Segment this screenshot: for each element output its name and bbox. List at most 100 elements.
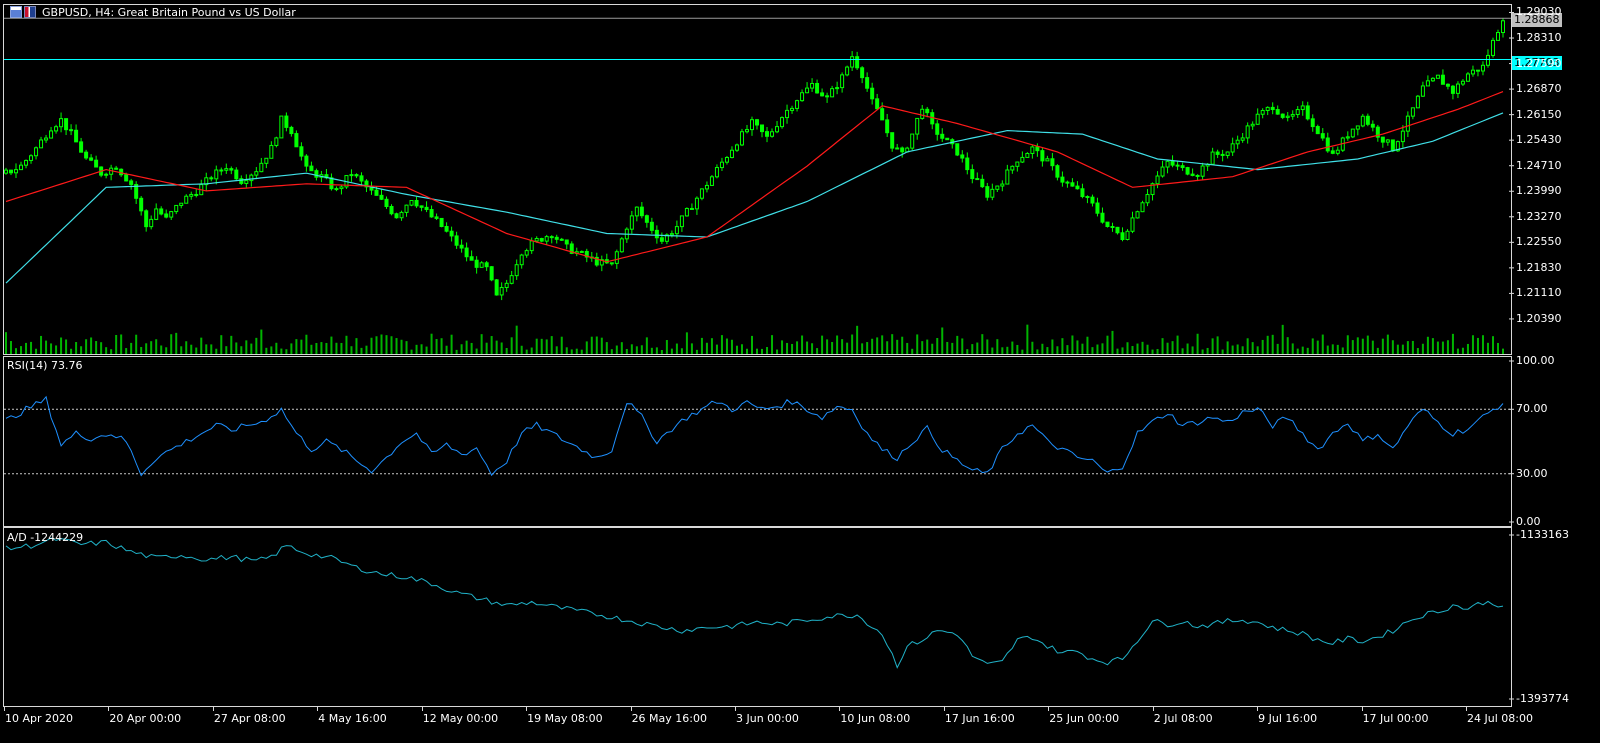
candle-body: [54, 126, 59, 132]
candle-body: [569, 243, 574, 254]
candle-body: [1230, 143, 1235, 153]
candle-body: [554, 236, 559, 240]
candle-body: [1090, 196, 1095, 204]
candle-body: [805, 87, 810, 94]
candle-body: [1220, 153, 1225, 156]
candle-body: [714, 167, 719, 178]
candle-body: [1365, 115, 1370, 125]
candle-body: [314, 170, 319, 178]
candle-body: [1420, 85, 1425, 97]
candle-body: [184, 195, 189, 204]
candle-body: [1030, 146, 1035, 154]
candle-body: [1020, 156, 1025, 163]
candle-body: [960, 154, 965, 159]
candle-body: [154, 208, 159, 220]
candle-body: [825, 95, 830, 98]
candle-body: [935, 123, 940, 135]
candle-body: [1320, 133, 1325, 139]
candle-body: [1260, 109, 1265, 115]
candle-body: [1185, 167, 1190, 175]
time-tick-label: 2 Jul 08:00: [1153, 712, 1213, 725]
price-tick-label: 1.28310: [1516, 31, 1562, 45]
time-tick-mark: [735, 707, 736, 711]
time-tick-mark: [212, 707, 214, 711]
ad-pane[interactable]: A/D -1244229 -1133163 -1393774: [0, 527, 1600, 707]
candle-body: [94, 159, 99, 168]
chart-title: GBPUSD, H4: Great Britain Pound vs US Do…: [42, 5, 296, 19]
candle-body: [124, 174, 129, 182]
rsi-chart-svg[interactable]: [0, 356, 1600, 527]
candle-body: [900, 147, 905, 153]
price-chart-svg[interactable]: [0, 0, 1600, 356]
price-tick-label: 1.24710: [1516, 158, 1562, 172]
candle-body: [474, 259, 479, 268]
candle-body: [614, 251, 619, 264]
candle-body: [594, 256, 599, 266]
candle-body: [484, 262, 489, 268]
candle-body: [1175, 164, 1180, 167]
candle-body: [965, 157, 970, 171]
candle-body: [279, 115, 284, 139]
candle-body: [1375, 126, 1380, 138]
candle-body: [1330, 150, 1335, 154]
candle-body: [244, 180, 249, 184]
candle-body: [364, 180, 369, 188]
candle-body: [1115, 226, 1120, 234]
candle-body: [1165, 160, 1170, 168]
candle-body: [1460, 80, 1465, 85]
candle-body: [1385, 139, 1390, 143]
candle-body: [1265, 106, 1270, 111]
candle-body: [44, 137, 49, 141]
candle-body: [49, 130, 54, 139]
price-tick-label: 1.25430: [1516, 133, 1562, 147]
price-tick-label: 1.23990: [1516, 184, 1562, 198]
price-tick-label: 1.21830: [1516, 260, 1562, 274]
time-tick-label: 12 May 00:00: [422, 712, 499, 725]
candle-body: [1110, 226, 1115, 229]
rsi-pane[interactable]: RSI(14) 73.76 100.00 70.00 30.00 0.00: [0, 354, 1600, 528]
candle-body: [639, 206, 644, 217]
ad-chart-svg[interactable]: [0, 527, 1600, 707]
candle-body: [1455, 83, 1460, 94]
price-pane[interactable]: GBPUSD, H4: Great Britain Pound vs US Do…: [0, 0, 1600, 356]
candle-body: [224, 168, 229, 171]
time-axis-pane: 10 Apr 2020 20 Apr 00:00 27 Apr 08:00 4 May…: [0, 707, 1600, 743]
candle-body: [409, 200, 414, 206]
price-tick-label: 1.21110: [1516, 286, 1562, 300]
chart-title-bar: GBPUSD, H4: Great Britain Pound vs US Do…: [10, 4, 296, 20]
candle-body: [464, 247, 469, 258]
candle-body: [264, 157, 269, 164]
ma-fast-line: [5, 91, 1504, 263]
candle-body: [659, 237, 664, 242]
candle-body: [1005, 169, 1010, 185]
candle-body: [995, 185, 1000, 190]
candle-body: [219, 169, 224, 172]
candle-body: [1370, 123, 1375, 128]
candle-body: [564, 239, 569, 245]
candle-body: [599, 259, 604, 266]
candle-body: [234, 169, 239, 180]
time-tick-mark: [1361, 707, 1363, 711]
candle-body: [349, 174, 354, 177]
candle-body: [654, 229, 659, 239]
candle-body: [975, 178, 980, 181]
candle-body: [699, 188, 704, 199]
time-tick-mark: [4, 707, 5, 711]
candle-body: [729, 149, 734, 158]
candle-body: [1415, 95, 1420, 109]
time-tick-label: 17 Jun 16:00: [944, 712, 1015, 725]
candle-body: [34, 147, 39, 157]
candle-body: [9, 169, 14, 174]
symbol-flags-icon: [10, 6, 36, 18]
candle-body: [1070, 182, 1075, 187]
candle-body: [269, 144, 274, 159]
candle-body: [1095, 202, 1100, 214]
hline-price-tag[interactable]: 1.27703: [1512, 56, 1562, 70]
candle-body: [980, 178, 985, 188]
candle-body: [1250, 123, 1255, 127]
time-tick-label: 10 Apr 2020: [5, 712, 74, 725]
candle-body: [785, 109, 790, 119]
candle-body: [1355, 125, 1360, 130]
candle-body: [755, 119, 760, 126]
candle-body: [14, 169, 19, 174]
